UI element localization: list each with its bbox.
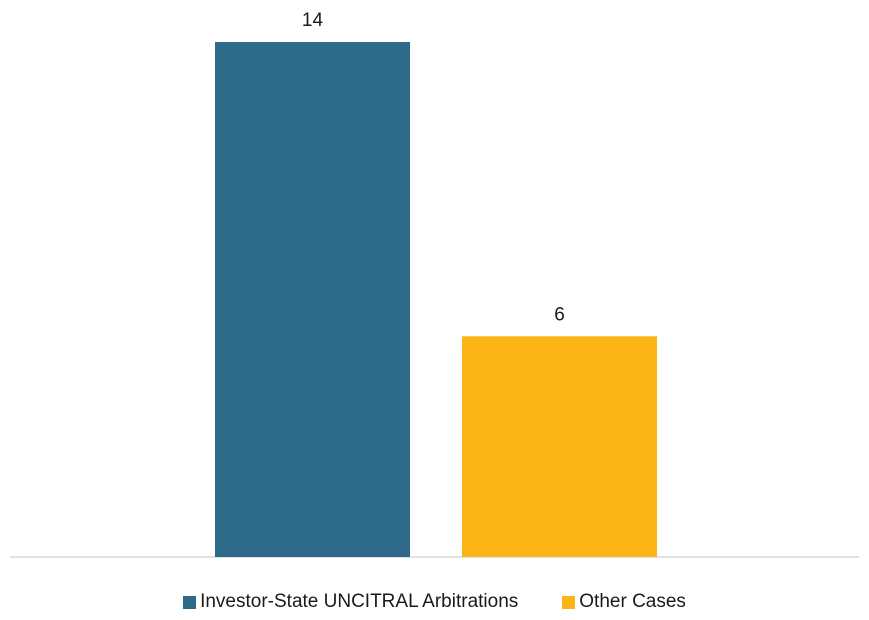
legend-swatch-other-cases [562,595,576,609]
bar-other-cases [462,336,657,557]
value-labels-group: 14 6 [302,10,565,325]
legend-item-other-cases[interactable]: Other Cases [562,592,686,612]
legend-label-investor-state: Investor-State UNCITRAL Arbitrations [200,591,519,612]
value-label-investor-state: 14 [302,10,324,31]
legend-item-investor-state[interactable]: Investor-State UNCITRAL Arbitrations [183,592,518,612]
value-label-other-cases: 6 [554,304,565,325]
legend-swatch-investor-state [183,595,197,609]
legend: Investor-State UNCITRAL Arbitrations Oth… [0,592,869,612]
bars-group [215,42,657,557]
bar-investor-state [215,42,410,557]
legend-label-other-cases: Other Cases [579,591,686,612]
